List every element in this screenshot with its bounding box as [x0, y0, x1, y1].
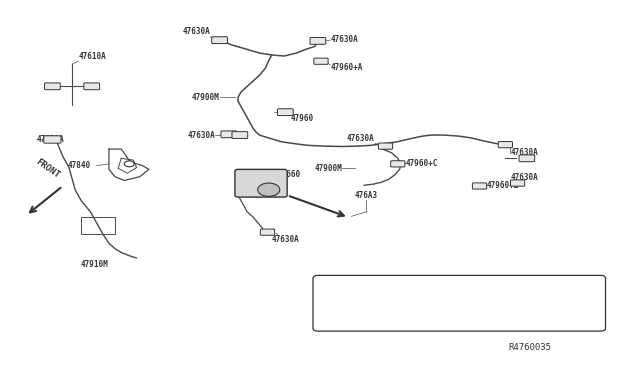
- Text: FRONT: FRONT: [34, 158, 61, 180]
- Text: 47960+A: 47960+A: [330, 63, 363, 72]
- Text: 47840: 47840: [67, 161, 90, 170]
- FancyBboxPatch shape: [44, 136, 61, 143]
- Text: 47960+C: 47960+C: [406, 158, 438, 168]
- FancyBboxPatch shape: [472, 183, 486, 189]
- FancyBboxPatch shape: [45, 83, 60, 90]
- Text: 47630A: 47630A: [37, 135, 65, 144]
- FancyBboxPatch shape: [232, 132, 248, 138]
- Text: 47630A: 47630A: [346, 134, 374, 143]
- FancyBboxPatch shape: [511, 180, 525, 186]
- FancyBboxPatch shape: [84, 83, 100, 90]
- Text: 47960: 47960: [291, 114, 314, 123]
- FancyBboxPatch shape: [519, 155, 535, 162]
- Text: 47910M: 47910M: [81, 260, 109, 269]
- Text: 47630A: 47630A: [330, 35, 358, 44]
- FancyBboxPatch shape: [278, 109, 293, 116]
- Text: FOR VIC RESTORATION SOFTWARE TYPE ID: SELECT PART
CODE 476A3. INPUT LAST 5 DIGIT: FOR VIC RESTORATION SOFTWARE TYPE ID: SE…: [325, 285, 582, 319]
- Circle shape: [124, 161, 134, 167]
- FancyBboxPatch shape: [498, 141, 513, 148]
- FancyBboxPatch shape: [313, 275, 605, 331]
- Text: 47630A: 47630A: [272, 235, 300, 244]
- FancyBboxPatch shape: [235, 169, 287, 197]
- Text: R4760035: R4760035: [508, 343, 552, 352]
- Text: 47630A: 47630A: [510, 173, 538, 182]
- FancyBboxPatch shape: [314, 58, 328, 64]
- Circle shape: [258, 183, 280, 196]
- FancyBboxPatch shape: [221, 131, 237, 138]
- Text: 47900M: 47900M: [315, 164, 342, 173]
- Text: 47630A: 47630A: [510, 148, 538, 157]
- Text: 47900M: 47900M: [192, 93, 220, 102]
- FancyBboxPatch shape: [260, 229, 275, 235]
- Text: 47630A: 47630A: [182, 28, 211, 36]
- FancyBboxPatch shape: [212, 37, 227, 44]
- FancyBboxPatch shape: [390, 161, 405, 167]
- FancyBboxPatch shape: [310, 38, 326, 44]
- Text: 47960+B: 47960+B: [487, 181, 519, 190]
- Text: 47610A: 47610A: [78, 52, 106, 61]
- Text: 476A3: 476A3: [355, 191, 378, 200]
- Text: 47630A: 47630A: [188, 131, 215, 140]
- FancyBboxPatch shape: [378, 143, 392, 149]
- Bar: [81, 217, 115, 234]
- Text: 47660: 47660: [278, 170, 301, 179]
